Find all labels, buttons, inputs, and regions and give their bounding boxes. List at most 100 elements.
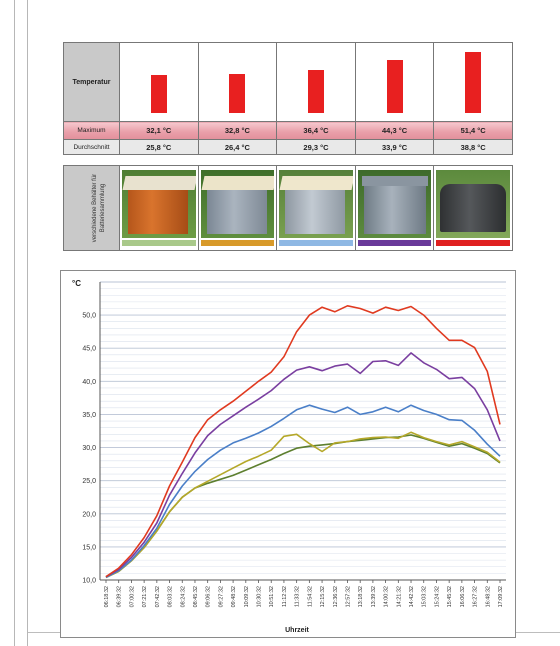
- x-tick-label: 14:42:32: [409, 586, 415, 607]
- bar-cell-3: [276, 42, 356, 122]
- y-tick-label: 30,0: [82, 445, 96, 452]
- y-tick-label: 40,0: [82, 379, 96, 386]
- average-value: 25,8 °C: [119, 139, 199, 155]
- grey-container-image: [200, 170, 275, 238]
- y-axis-ticks: 10,0 15,0 20,0 25,0 30,0 35,0 40,0 45,0 50,0: [82, 313, 96, 585]
- maximum-row: Maximum 32,1 °C 32,8 °C 36,4 °C 44,3 °C …: [63, 121, 513, 140]
- x-tick-label: 16:48:32: [485, 586, 491, 607]
- y-tick-label: 20,0: [82, 511, 96, 518]
- temperature-bar-3: [307, 69, 324, 113]
- color-swatch-2: [200, 240, 275, 246]
- x-tick-label: 11:12:32: [282, 586, 288, 607]
- grey-lidded-container-image: [357, 170, 432, 238]
- average-value: 26,4 °C: [197, 139, 278, 155]
- container-photo-5: [433, 165, 513, 251]
- x-axis-label: Uhrzeit: [285, 627, 309, 634]
- x-tick-label: 10:51:32: [269, 586, 275, 607]
- bar-cell-1: [119, 42, 199, 122]
- series-line-2: [105, 352, 501, 578]
- y-axis-label: °C: [72, 279, 81, 288]
- x-tick-label: 14:00:32: [384, 586, 390, 607]
- color-swatch-5: [436, 240, 510, 246]
- x-tick-label: 08:45:32: [193, 586, 199, 607]
- x-tick-label: 09:27:32: [218, 586, 224, 607]
- series-line-4: [105, 431, 501, 579]
- maximum-value: 51,4 °C: [433, 121, 513, 140]
- temperature-header: Temperatur: [63, 42, 120, 122]
- average-label: Durchschnitt: [63, 139, 120, 155]
- series-line-1: [105, 305, 501, 578]
- y-tick-label: 15,0: [82, 544, 96, 551]
- x-tick-label: 16:06:32: [460, 586, 466, 607]
- x-tick-label: 13:18:32: [358, 586, 364, 607]
- container-photo-1: [119, 165, 199, 251]
- x-tick-label: 17:09:32: [498, 586, 504, 607]
- x-tick-label: 07:00:32: [129, 586, 135, 607]
- x-tick-label: 09:48:32: [231, 586, 237, 607]
- chart-series: [105, 305, 501, 579]
- x-tick-label: 15:45:32: [447, 586, 453, 607]
- y-tick-label: 50,0: [82, 313, 96, 320]
- color-swatch-4: [357, 240, 432, 246]
- x-axis-ticks: 06:18:32 06:39:32 07:00:32 07:21:32 07:42:32…: [104, 580, 504, 607]
- maximum-value: 32,8 °C: [197, 121, 278, 140]
- x-tick-label: 14:21:32: [396, 586, 402, 607]
- x-tick-label: 08:24:32: [180, 586, 186, 607]
- average-row: Durchschnitt 25,8 °C 26,4 °C 29,3 °C 33,…: [63, 139, 513, 155]
- series-line-3: [105, 404, 501, 579]
- y-tick-label: 25,0: [82, 478, 96, 485]
- x-tick-label: 06:39:32: [117, 586, 123, 607]
- temperature-bar-4: [386, 60, 403, 113]
- x-tick-label: 10:09:32: [244, 586, 250, 607]
- maximum-value: 44,3 °C: [354, 121, 435, 140]
- container-photo-2: [197, 165, 278, 251]
- container-photo-4: [354, 165, 435, 251]
- table-spacer: [64, 155, 513, 166]
- x-tick-label: 07:42:32: [155, 586, 161, 607]
- x-tick-label: 09:06:32: [206, 586, 212, 607]
- temperature-bars-row: Temperatur: [63, 42, 513, 122]
- x-tick-label: 11:33:32: [295, 586, 301, 607]
- x-tick-label: 12:36:32: [333, 586, 339, 607]
- temperature-header-label: Temperatur: [72, 78, 111, 86]
- comparison-table: Temperatur Maximum 32,1 °C 32,8 °C 36,4 …: [63, 42, 513, 251]
- x-tick-label: 11:54:32: [307, 586, 313, 607]
- color-swatch-1: [122, 240, 196, 246]
- bar-cell-4: [354, 42, 435, 122]
- x-tick-label: 08:03:32: [168, 586, 174, 607]
- y-tick-label: 35,0: [82, 412, 96, 419]
- orange-container-image: [122, 170, 196, 238]
- x-tick-label: 10:30:32: [257, 586, 263, 607]
- bar-cell-2: [197, 42, 278, 122]
- y-tick-label: 10,0: [82, 578, 96, 585]
- temperature-bar-2: [229, 73, 246, 113]
- maximum-label: Maximum: [63, 121, 120, 140]
- x-tick-label: 15:24:32: [434, 586, 440, 607]
- bar-cell-5: [433, 42, 513, 122]
- x-tick-label: 13:39:32: [371, 586, 377, 607]
- average-value: 29,3 °C: [276, 139, 356, 155]
- x-tick-label: 12:57:32: [345, 586, 351, 607]
- y-tick-label: 45,0: [82, 346, 96, 353]
- container-photo-3: [276, 165, 356, 251]
- x-tick-label: 07:21:32: [142, 586, 148, 607]
- temperature-bar-5: [465, 51, 482, 113]
- black-container-image: [436, 170, 510, 238]
- light-grey-container-image: [279, 170, 353, 238]
- containers-label: verschiedene Behälter für Batteriesammlu…: [63, 165, 120, 251]
- x-tick-label: 15:03:32: [422, 586, 428, 607]
- container-photos-row: verschiedene Behälter für Batteriesammlu…: [63, 165, 513, 251]
- containers-label-text: verschiedene Behälter für Batteriesammlu…: [92, 173, 106, 243]
- average-value: 33,9 °C: [354, 139, 435, 155]
- page-panel: [27, 0, 560, 646]
- left-page-margin: [0, 0, 15, 646]
- x-tick-label: 16:27:32: [473, 586, 479, 607]
- maximum-value: 32,1 °C: [119, 121, 199, 140]
- temperature-line-chart: 10,0 15,0 20,0 25,0 30,0 35,0 40,0 45,0 50,0 06:…: [60, 270, 516, 638]
- x-tick-label: 12:15:32: [320, 586, 326, 607]
- maximum-value: 36,4 °C: [276, 121, 356, 140]
- temperature-bar-1: [150, 74, 167, 113]
- x-tick-label: 06:18:32: [104, 586, 110, 607]
- color-swatch-3: [279, 240, 353, 246]
- average-value: 38,8 °C: [433, 139, 513, 155]
